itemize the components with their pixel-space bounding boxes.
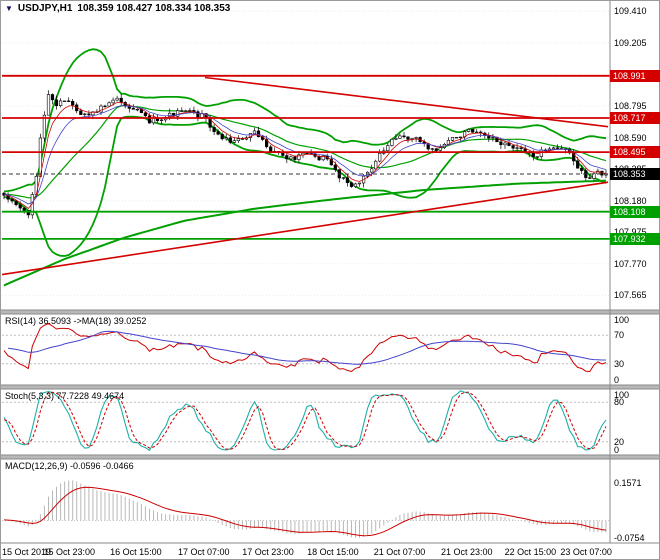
y-axis-tick-label: 109.410 <box>614 6 647 17</box>
x-axis-tick-label: 21 Oct 23:00 <box>441 547 493 557</box>
main-price-panel[interactable] <box>0 0 610 310</box>
x-axis-tick-label: 22 Oct 15:00 <box>504 547 557 557</box>
y-axis-tick-label: 108.590 <box>614 132 647 143</box>
symbol-marker-icon: ▼ <box>5 4 13 13</box>
x-axis-tick-label: 15 Oct 2019 <box>2 547 52 557</box>
stochastic-indicator-label: Stoch(5,3,3) 77.7228 49.4674 <box>5 391 125 401</box>
symbol-timeframe: USDJPY,H1 <box>17 3 73 14</box>
chart-title: ▼ USDJPY,H1 108.359 108.427 108.334 108.… <box>5 3 230 14</box>
x-axis-tick-label: 17 Oct 23:00 <box>242 547 294 557</box>
y-axis-tick-label: 109.205 <box>614 37 647 48</box>
macd-panel[interactable] <box>0 459 610 543</box>
x-axis-tick-label: 18 Oct 15:00 <box>307 547 359 557</box>
rsi-scale-label: 30 <box>614 358 625 369</box>
y-axis-tick-label: 108.180 <box>614 195 647 206</box>
macd-scale-label: -0.0754 <box>614 533 645 543</box>
price-level-flag: 108.495 <box>610 146 660 159</box>
rsi-indicator-label: RSI(14) 36.5093 ->MA(18) 39.0252 <box>5 316 147 326</box>
ohlc-readout: 108.359 108.427 108.334 108.353 <box>77 3 231 14</box>
x-axis-tick-label: 15 Oct 23:00 <box>43 547 96 557</box>
y-axis-tick-label: 107.770 <box>614 258 647 269</box>
rsi-scale-label: 70 <box>614 330 625 341</box>
stoch-scale-label: 20 <box>614 436 625 447</box>
x-axis-tick-label: 17 Oct 07:00 <box>178 547 230 557</box>
y-axis-tick-label: 107.565 <box>614 290 647 301</box>
stoch-scale-label: 0 <box>614 445 620 455</box>
stoch-scale-label: 100 <box>614 390 630 400</box>
price-level-flag: 108.991 <box>610 69 660 82</box>
x-axis-tick-label: 21 Oct 07:00 <box>373 547 426 557</box>
rsi-scale-label: 0 <box>614 375 620 385</box>
macd-scale-label: 0.1571 <box>614 478 642 489</box>
price-level-flag: 108.717 <box>610 111 660 124</box>
rsi-scale-label: 100 <box>614 315 630 325</box>
stoch-scale-label: 80 <box>614 397 625 408</box>
price-level-flag: 107.932 <box>610 232 660 245</box>
x-axis-tick-label: 23 Oct 07:00 <box>560 547 612 557</box>
y-axis-tick-label: 107.975 <box>614 227 647 237</box>
macd-indicator-label: MACD(12,26,9) -0.0596 -0.0466 <box>5 461 134 471</box>
price-level-flag: 108.108 <box>610 205 660 218</box>
current-price-flag: 108.353 <box>610 168 660 181</box>
x-axis-tick-label: 16 Oct 15:00 <box>110 547 162 557</box>
y-axis-tick-label: 108.795 <box>614 100 647 111</box>
